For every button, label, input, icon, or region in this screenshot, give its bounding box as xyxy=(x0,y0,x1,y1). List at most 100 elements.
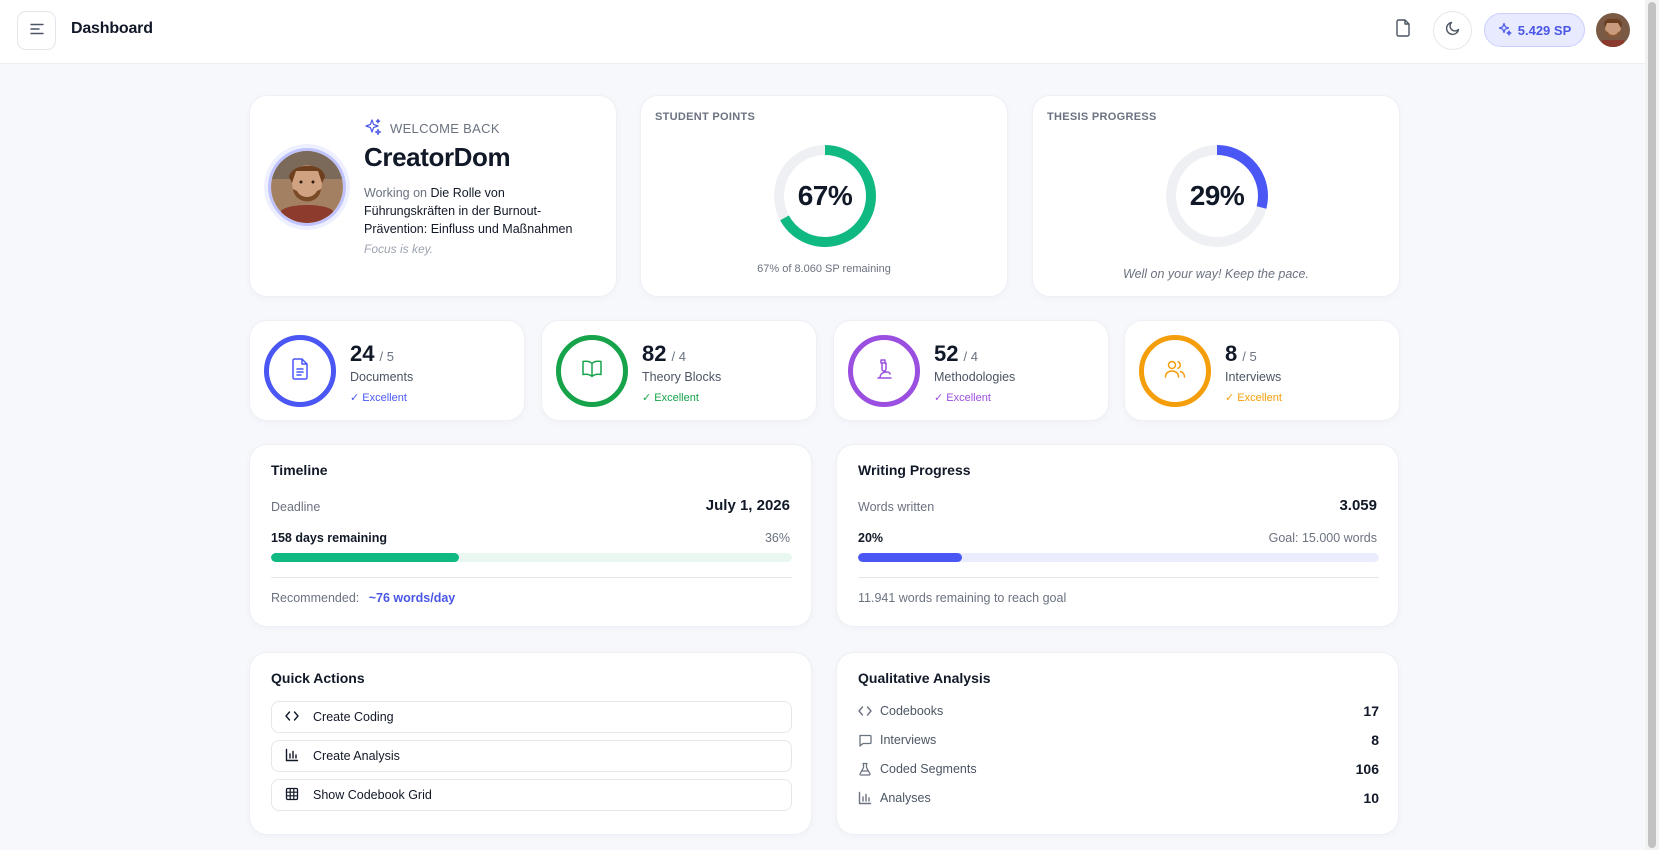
recommended-label: Recommended: xyxy=(271,591,360,605)
welcome-kicker-label: WELCOME BACK xyxy=(390,121,500,136)
show-codebook-grid-label: Show Codebook Grid xyxy=(313,788,432,802)
qualitative-row-interviews[interactable]: Interviews 8 xyxy=(858,729,1379,751)
stat-ring xyxy=(1139,335,1211,407)
bar-chart-icon xyxy=(285,748,299,765)
timeline-progress-bar xyxy=(271,553,792,562)
stat-label: Interviews xyxy=(1225,370,1282,384)
stat-total: / 4 xyxy=(671,349,686,364)
page-scrollbar[interactable] xyxy=(1645,0,1659,850)
thesis-progress-card: THESIS PROGRESS 29% Well on your way! Ke… xyxy=(1032,95,1400,297)
writing-goal: Goal: 15.000 words xyxy=(1268,531,1377,545)
scrollbar-thumb[interactable] xyxy=(1648,2,1656,848)
stat-total: / 5 xyxy=(379,349,394,364)
create-coding-button[interactable]: Create Coding xyxy=(271,701,792,733)
writing-progress-title: Writing Progress xyxy=(858,462,971,478)
student-points-card: STUDENT POINTS 67% 67% of 8.060 SP remai… xyxy=(640,95,1008,297)
welcome-kicker: WELCOME BACK xyxy=(364,118,500,139)
timeline-percent: 36% xyxy=(764,531,790,545)
divider xyxy=(271,577,792,578)
student-points-caption: 67% of 8.060 SP remaining xyxy=(757,263,891,275)
student-points-label: STUDENT POINTS xyxy=(655,111,756,123)
moon-icon xyxy=(1445,20,1461,41)
qualitative-analysis-card: Qualitative Analysis Codebooks 17 Interv… xyxy=(836,652,1399,835)
welcome-card: WELCOME BACK CreatorDom Working on Die R… xyxy=(249,95,617,297)
qualitative-label: Analyses xyxy=(880,791,931,805)
sparkles-icon xyxy=(1498,22,1512,39)
thesis-title: Die Rolle von Führungskräften in der Bur… xyxy=(364,186,573,236)
timeline-progress-fill xyxy=(271,553,459,562)
stat-label: Documents xyxy=(350,370,414,384)
stat-total: / 4 xyxy=(963,349,978,364)
recommended-value: ~76 words/day xyxy=(368,591,456,605)
recommended-row: Recommended: ~76 words/day xyxy=(271,591,455,605)
stat-label: Theory Blocks xyxy=(642,370,722,384)
qualitative-label: Coded Segments xyxy=(880,762,977,776)
thesis-progress-percent: 29% xyxy=(1189,180,1245,211)
file-icon xyxy=(1395,18,1411,42)
qualitative-label: Codebooks xyxy=(880,704,944,718)
writing-progress-fill xyxy=(858,553,963,562)
points-badge-button[interactable]: 5.429 SP xyxy=(1484,13,1585,47)
document-button[interactable] xyxy=(1390,17,1416,43)
stat-number: 8 xyxy=(1225,341,1238,366)
status-badge: ✓ Excellent xyxy=(350,392,407,404)
user-avatar-button[interactable] xyxy=(1596,13,1630,47)
microscope-icon xyxy=(874,358,894,385)
timeline-card: Timeline Deadline July 1, 2026 158 days … xyxy=(249,444,812,627)
user-name: CreatorDom xyxy=(364,142,511,172)
quick-actions-title: Quick Actions xyxy=(271,670,365,686)
student-points-percent: 67% xyxy=(797,180,853,211)
qualitative-label: Interviews xyxy=(880,733,937,747)
theme-toggle-button[interactable] xyxy=(1433,11,1472,50)
qualitative-row-codebooks[interactable]: Codebooks 17 xyxy=(858,700,1379,722)
thesis-progress-ring: 29% xyxy=(1160,139,1274,253)
stat-ring xyxy=(848,335,920,407)
divider xyxy=(858,577,1379,578)
words-written-value: 3.059 xyxy=(1339,497,1377,514)
status-badge: ✓ Excellent xyxy=(934,392,991,404)
qualitative-value: 10 xyxy=(1363,790,1379,806)
qualitative-analysis-title: Qualitative Analysis xyxy=(858,670,991,686)
qualitative-value: 17 xyxy=(1363,703,1379,719)
timeline-title: Timeline xyxy=(271,462,328,478)
show-codebook-grid-button[interactable]: Show Codebook Grid xyxy=(271,779,792,811)
stat-card-interviews[interactable]: 8 / 5 Interviews ✓ Excellent xyxy=(1124,320,1400,421)
stat-value: 8 / 5 xyxy=(1225,341,1257,367)
qualitative-row-analyses[interactable]: Analyses 10 xyxy=(858,787,1379,809)
stat-card-documents[interactable]: 24 / 5 Documents ✓ Excellent xyxy=(249,320,525,421)
menu-icon xyxy=(29,22,44,40)
chat-icon xyxy=(858,733,872,747)
words-written-label: Words written xyxy=(858,500,935,514)
menu-toggle-button[interactable] xyxy=(17,11,56,50)
writing-progress-bar xyxy=(858,553,1379,562)
create-analysis-button[interactable]: Create Analysis xyxy=(271,740,792,772)
stat-value: 82 / 4 xyxy=(642,341,686,367)
book-icon xyxy=(581,359,603,384)
sparkles-icon xyxy=(364,118,382,139)
thesis-progress-caption: Well on your way! Keep the pace. xyxy=(1123,267,1309,281)
users-icon xyxy=(1164,359,1186,384)
thesis-progress-label: THESIS PROGRESS xyxy=(1047,111,1157,123)
stat-number: 52 xyxy=(934,341,959,366)
qualitative-value: 106 xyxy=(1355,761,1379,777)
stat-number: 82 xyxy=(642,341,667,366)
writing-percent: 20% xyxy=(858,531,884,545)
code-icon xyxy=(285,710,299,725)
stat-number: 24 xyxy=(350,341,375,366)
thesis-description: Working on Die Rolle von Führungskräften… xyxy=(364,184,589,238)
bar-chart-icon xyxy=(858,791,872,805)
working-on-prefix: Working on xyxy=(364,186,427,200)
qualitative-row-coded-segments[interactable]: Coded Segments 106 xyxy=(858,758,1379,780)
qualitative-value: 8 xyxy=(1371,732,1379,748)
stat-ring xyxy=(556,335,628,407)
stat-value: 52 / 4 xyxy=(934,341,978,367)
top-bar: Dashboard 5.429 SP xyxy=(0,0,1659,64)
status-badge: ✓ Excellent xyxy=(642,392,699,404)
page-title: Dashboard xyxy=(71,20,153,37)
stat-card-theory-blocks[interactable]: 82 / 4 Theory Blocks ✓ Excellent xyxy=(541,320,817,421)
stat-card-methodologies[interactable]: 52 / 4 Methodologies ✓ Excellent xyxy=(833,320,1109,421)
grid-icon xyxy=(285,787,299,804)
quick-actions-card: Quick Actions Create Coding Create Analy… xyxy=(249,652,812,835)
profile-avatar xyxy=(268,148,346,226)
deadline-label: Deadline xyxy=(271,500,321,514)
